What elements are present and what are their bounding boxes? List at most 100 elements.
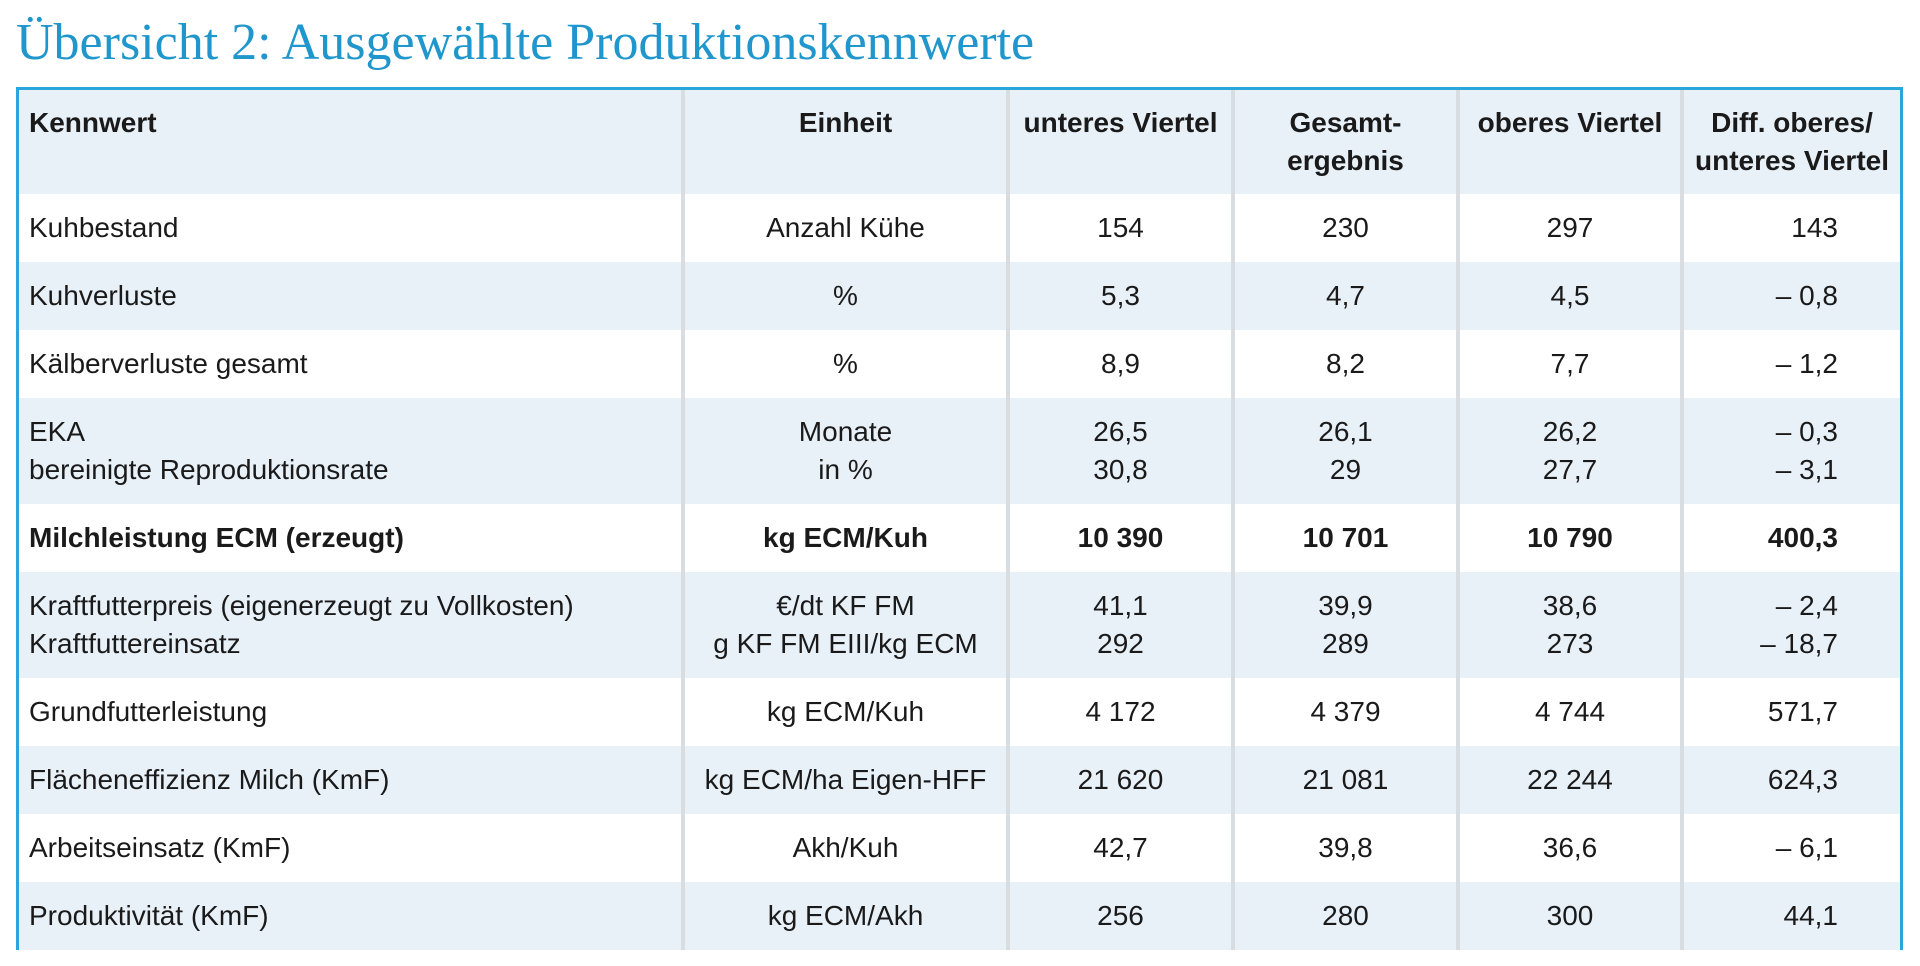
cell-value: 21 081	[1302, 764, 1389, 795]
header-line: unteres Viertel	[1694, 145, 1890, 176]
data-table-frame: Kennwert Einheit unteres Viertel Gesamt-erg…	[16, 87, 1903, 950]
cell-value: kg ECM/Kuh	[763, 522, 928, 553]
cell-oberes-viertel: 38,6 273	[1458, 572, 1684, 678]
table-row: Produktivität (KmF) kg ECM/Akh 256 280 300 44…	[19, 882, 1900, 950]
table-row: Kuhverluste% 5,3 4,7 4,5 – 0,8	[19, 262, 1900, 330]
cell-value: Arbeitseinsatz (KmF)	[29, 832, 291, 863]
cell-einheit: %	[683, 262, 1010, 330]
cell-value: 44,1	[1783, 900, 1839, 931]
cell-oberes-viertel: 4,5	[1458, 262, 1684, 330]
cell-unteres-viertel: 154	[1008, 194, 1235, 262]
table-body: Kuhbestand Anzahl Kühe 154 230 297 143 Kuhverl…	[19, 194, 1900, 950]
cell-value: Flächeneffizienz Milch (KmF)	[29, 764, 390, 795]
table-row: Kraftfutterpreis (eigenerzeugt zu Vollko…	[19, 572, 1900, 678]
cell-value: 280	[1322, 900, 1369, 931]
cell-value: – 6,1	[1775, 832, 1838, 863]
cell-diff: 44,1	[1682, 882, 1900, 950]
cell-value: €/dt KF FM	[776, 590, 915, 621]
cell-value: 571,7	[1767, 696, 1838, 727]
cell-einheit: €/dt KF FM g KF FM EIII/kg ECM	[683, 572, 1010, 678]
cell-diff: – 1,2	[1682, 330, 1900, 398]
cell-diff: 624,3	[1682, 746, 1900, 814]
cell-value: 27,7	[1542, 454, 1598, 485]
header-gesamtergebnis: Gesamt-ergebnis	[1233, 90, 1460, 194]
cell-gesamtergebnis: 4 379	[1233, 678, 1460, 746]
cell-gesamtergebnis: 39,9 289	[1233, 572, 1460, 678]
cell-unteres-viertel: 5,3	[1008, 262, 1235, 330]
cell-gesamtergebnis: 21 081	[1233, 746, 1460, 814]
cell-value: %	[833, 348, 858, 379]
table-row: Arbeitseinsatz (KmF) Akh/Kuh 42,7 39,8 36,6 –…	[19, 814, 1900, 882]
cell-diff: – 0,3 – 3,1	[1682, 398, 1900, 504]
cell-value: 26,2	[1542, 416, 1598, 447]
cell-value: 4 172	[1085, 696, 1156, 727]
cell-kennwert: Flächeneffizienz Milch (KmF)	[19, 746, 685, 814]
cell-value: – 0,8	[1775, 280, 1838, 311]
header-line: Einheit	[798, 107, 893, 138]
cell-diff: – 2,4 – 18,7	[1682, 572, 1900, 678]
cell-kennwert: Arbeitseinsatz (KmF)	[19, 814, 685, 882]
cell-value: 39,8	[1318, 832, 1373, 863]
cell-einheit: kg ECM/Akh	[683, 882, 1010, 950]
cell-value: kg ECM/ha Eigen-HFF	[704, 764, 987, 795]
cell-value: 42,7	[1093, 832, 1148, 863]
cell-value: bereinigte Reproduktionsrate	[29, 454, 389, 485]
header-line: Diff. oberes/	[1711, 107, 1873, 138]
cell-value: 29	[1329, 454, 1362, 485]
cell-value: 400,3	[1767, 522, 1838, 553]
cell-value: 230	[1322, 212, 1369, 243]
cell-value: %	[833, 280, 858, 311]
cell-value: 7,7	[1550, 348, 1590, 379]
cell-value: 10 390	[1077, 522, 1164, 553]
table-row: Grundfutterleistung kg ECM/Kuh 4 172 4 379 4…	[19, 678, 1900, 746]
table-row: EKA bereinigte Reproduktionsrate Monate in …	[19, 398, 1900, 504]
cell-einheit: Monate in %	[683, 398, 1010, 504]
cell-gesamtergebnis: 10 701	[1233, 504, 1460, 572]
cell-gesamtergebnis: 26,1 29	[1233, 398, 1460, 504]
cell-value: – 3,1	[1775, 454, 1838, 485]
cell-value: 273	[1546, 628, 1594, 659]
cell-kennwert: Kuhverluste	[19, 262, 685, 330]
cell-einheit: Anzahl Kühe	[683, 194, 1010, 262]
cell-diff: 400,3	[1682, 504, 1900, 572]
cell-value: Akh/Kuh	[792, 832, 899, 863]
cell-oberes-viertel: 4 744	[1458, 678, 1684, 746]
cell-value: Kraftfutterpreis (eigenerzeugt zu Vollko…	[29, 590, 574, 621]
header-line: Kennwert	[29, 107, 157, 138]
cell-unteres-viertel: 4 172	[1008, 678, 1235, 746]
cell-value: 10 701	[1302, 522, 1389, 553]
header-line: unteres Viertel	[1023, 107, 1218, 138]
cell-oberes-viertel: 26,2 27,7	[1458, 398, 1684, 504]
cell-unteres-viertel: 42,7	[1008, 814, 1235, 882]
cell-gesamtergebnis: 39,8	[1233, 814, 1460, 882]
cell-value: Monate	[798, 416, 893, 447]
cell-value: Grundfutterleistung	[29, 696, 268, 727]
cell-value: 8,2	[1326, 348, 1365, 379]
cell-value: Kuhverluste	[29, 280, 177, 311]
cell-value: 30,8	[1093, 454, 1148, 485]
cell-einheit: kg ECM/Kuh	[683, 504, 1010, 572]
cell-value: 4 379	[1310, 696, 1381, 727]
cell-diff: 571,7	[1682, 678, 1900, 746]
table-row: Kälberverluste gesamt% 8,9 8,2 7,7 – 1,2	[19, 330, 1900, 398]
cell-value: in %	[818, 454, 873, 485]
cell-value: 38,6	[1542, 590, 1598, 621]
header-line: ergebnis	[1287, 145, 1404, 176]
header-kennwert: Kennwert	[19, 90, 685, 194]
table-row: Kuhbestand Anzahl Kühe 154 230 297 143	[19, 194, 1900, 262]
cell-einheit: Akh/Kuh	[683, 814, 1010, 882]
cell-diff: 143	[1682, 194, 1900, 262]
cell-value: 624,3	[1767, 764, 1838, 795]
cell-unteres-viertel: 256	[1008, 882, 1235, 950]
cell-oberes-viertel: 10 790	[1458, 504, 1684, 572]
cell-value: 26,1	[1318, 416, 1373, 447]
cell-unteres-viertel: 10 390	[1008, 504, 1235, 572]
cell-unteres-viertel: 41,1 292	[1008, 572, 1235, 678]
cell-unteres-viertel: 21 620	[1008, 746, 1235, 814]
table-row: Milchleistung ECM (erzeugt) kg ECM/Kuh 10 …	[19, 504, 1900, 572]
cell-gesamtergebnis: 230	[1233, 194, 1460, 262]
header-line: oberes Viertel	[1477, 107, 1663, 138]
cell-value: 22 244	[1527, 764, 1613, 795]
cell-oberes-viertel: 36,6	[1458, 814, 1684, 882]
cell-value: 289	[1322, 628, 1369, 659]
